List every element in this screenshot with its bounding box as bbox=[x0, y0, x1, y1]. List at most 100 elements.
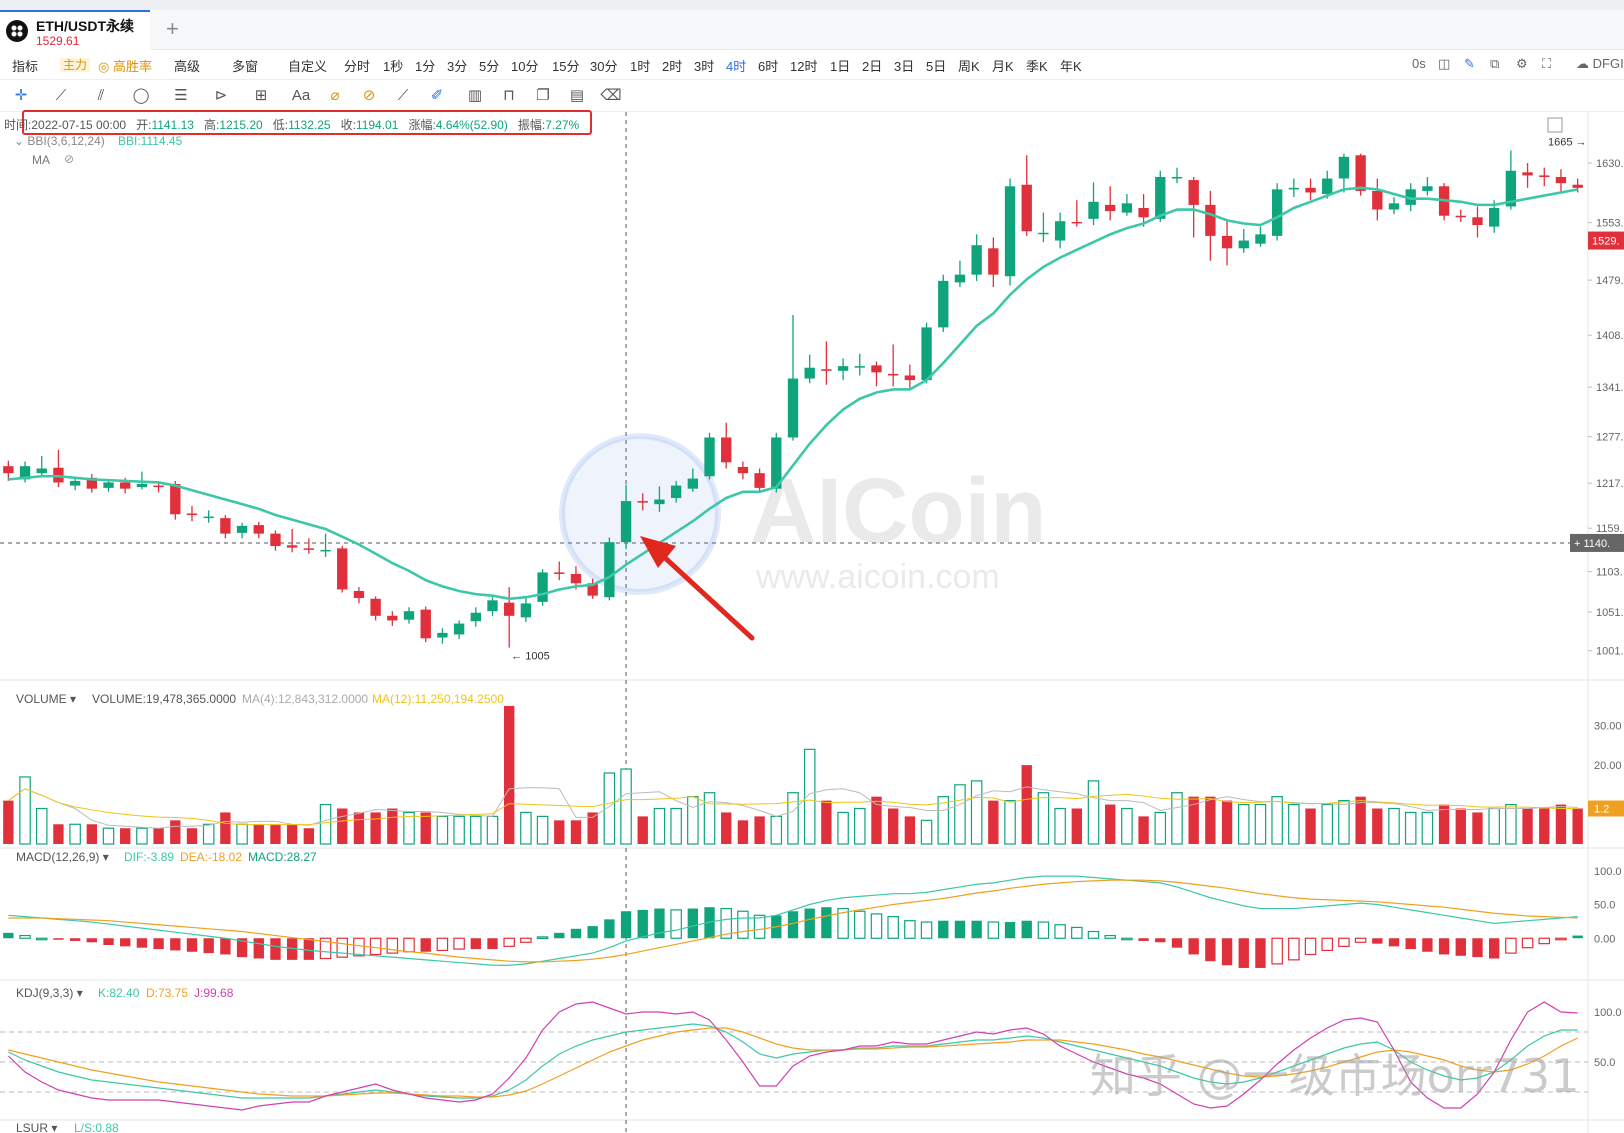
volume-bar-71 bbox=[1188, 796, 1199, 844]
eye-hidden-icon[interactable]: ⊘ bbox=[64, 152, 75, 166]
macd-hist-40 bbox=[670, 909, 682, 939]
macd-label[interactable]: MACD(12,26,9) ▾ bbox=[16, 850, 109, 864]
toolbar-item-14[interactable]: 3时 bbox=[694, 59, 715, 74]
toolbar-item-6[interactable]: 1分 bbox=[415, 59, 436, 74]
volume-bar-92 bbox=[1539, 808, 1550, 844]
toolbar-item-3[interactable]: 自定义 bbox=[288, 59, 328, 74]
volume-bar-31 bbox=[520, 811, 532, 845]
volume-bar-33 bbox=[554, 820, 565, 844]
volume-bar-18 bbox=[303, 828, 315, 844]
toolbar-item-4[interactable]: 分时 bbox=[344, 59, 371, 74]
ma-label[interactable]: MA bbox=[32, 153, 50, 167]
pencil-icon[interactable]: ✎ bbox=[1464, 56, 1475, 71]
volume-bar-29 bbox=[486, 815, 499, 845]
macd-hist-59 bbox=[987, 921, 1000, 939]
draw-mode-icon[interactable]: ✐ bbox=[430, 87, 444, 104]
macd-dif: DIF:-3.89 bbox=[124, 850, 175, 864]
toolbar-item-11[interactable]: 30分 bbox=[590, 59, 618, 74]
text-tool-icon[interactable]: Aa bbox=[291, 87, 311, 104]
toolbar-item-9[interactable]: 10分 bbox=[511, 59, 539, 74]
candle-body-83 bbox=[1388, 203, 1400, 210]
candle-body-37 bbox=[620, 501, 632, 543]
toolbar-item-19[interactable]: 2日 bbox=[862, 59, 883, 74]
toolbar-item-24[interactable]: 季K bbox=[1026, 59, 1048, 74]
list-icon[interactable]: ▤ bbox=[569, 87, 585, 104]
candle-body-23 bbox=[387, 615, 398, 621]
volume-bar-32 bbox=[536, 815, 549, 845]
badge-main[interactable]: 主力 bbox=[58, 56, 91, 73]
bbi-indicator-label[interactable]: ⌄ BBI(3,6,12,24) bbox=[14, 134, 105, 148]
candle-body-35 bbox=[587, 583, 598, 596]
macd-hist-69 bbox=[1155, 938, 1166, 943]
toolbar-item-15[interactable]: 4时 bbox=[726, 59, 747, 74]
pattern-tool-icon[interactable]: ⊳ bbox=[214, 87, 228, 104]
measure-tool-icon[interactable]: ⊞ bbox=[254, 87, 268, 104]
line-tool-icon[interactable]: ⟋ bbox=[55, 87, 67, 104]
cloud-user[interactable]: ☁ DFGI bbox=[1576, 56, 1624, 71]
macd-hist-63 bbox=[1054, 924, 1066, 939]
toolbar-item-0[interactable]: 指标 bbox=[12, 59, 39, 74]
countdown: 0s bbox=[1412, 56, 1426, 71]
gear-icon[interactable]: ⚙ bbox=[1516, 56, 1528, 71]
strong-magnet-icon[interactable]: ⊘ bbox=[362, 87, 376, 104]
annotation-arrow-shaft bbox=[647, 541, 755, 641]
popout-icon[interactable]: ⧉ bbox=[1490, 56, 1500, 71]
volume-ma12-line bbox=[8, 788, 1578, 826]
toolbar-item-10[interactable]: 15分 bbox=[552, 59, 580, 74]
lock-icon[interactable]: ⊓ bbox=[503, 87, 515, 104]
toolbar-item-13[interactable]: 2时 bbox=[662, 59, 683, 74]
volume-label[interactable]: VOLUME ▾ bbox=[16, 692, 77, 706]
win-rate-button[interactable]: ◎ 高胜率 bbox=[98, 59, 152, 74]
chart-canvas[interactable]: 1630. 1553. 1479. 1408. 1341. 1277. 1217. 1159.… bbox=[0, 112, 1624, 1133]
fib-tool-icon[interactable]: ☰ bbox=[174, 87, 188, 104]
volume-bar-15 bbox=[253, 824, 264, 844]
lsur-label[interactable]: LSUR ▾ bbox=[16, 1121, 58, 1133]
toolbar-item-7[interactable]: 3分 bbox=[447, 59, 468, 74]
macd-hist-72 bbox=[1205, 938, 1216, 962]
candle-body-26 bbox=[437, 632, 448, 638]
candle-body-80 bbox=[1338, 156, 1350, 179]
magnet-icon[interactable]: ⌀ bbox=[330, 87, 340, 104]
toolbar-item-16[interactable]: 6时 bbox=[758, 59, 779, 74]
fullscreen-icon[interactable]: ⛶ bbox=[1542, 56, 1552, 71]
toolbar-item-25[interactable]: 年K bbox=[1060, 59, 1082, 74]
toolbar-item-18[interactable]: 1日 bbox=[830, 59, 851, 74]
volume-last-tag: 1.2 bbox=[1594, 804, 1609, 816]
candle-body-48 bbox=[804, 367, 815, 379]
candle-body-25 bbox=[420, 609, 431, 639]
ellipse-tool-icon[interactable]: ◯ bbox=[132, 87, 150, 104]
macd-hist-47 bbox=[787, 911, 799, 939]
candles-icon[interactable]: ▥ bbox=[467, 87, 483, 104]
toolbar-item-1[interactable]: 高级 bbox=[174, 59, 201, 74]
toolbar-item-12[interactable]: 1时 bbox=[630, 59, 651, 74]
kdj-label[interactable]: KDJ(9,3,3) ▾ bbox=[16, 986, 83, 1000]
parallel-tool-icon[interactable]: ⫽ bbox=[97, 87, 105, 104]
volume-bar-84 bbox=[1404, 811, 1417, 845]
toolbar-item-20[interactable]: 3日 bbox=[894, 59, 915, 74]
macd-hist-73 bbox=[1221, 938, 1233, 966]
toolbar-item-5[interactable]: 1秒 bbox=[383, 59, 404, 74]
volume-bar-42 bbox=[703, 792, 716, 845]
macd-hist-93 bbox=[1555, 937, 1567, 941]
toolbar-item-21[interactable]: 5日 bbox=[926, 59, 947, 74]
camera-icon[interactable]: ◫ bbox=[1438, 56, 1451, 71]
trash-icon[interactable]: ⌫ bbox=[600, 87, 622, 104]
toolbar-item-23[interactable]: 月K bbox=[992, 59, 1014, 74]
candle-body-73 bbox=[1221, 235, 1233, 249]
tab-eth-usdt[interactable]: ETH/USDT永续 1529.61 bbox=[0, 10, 150, 50]
toolbar-item-17[interactable]: 12时 bbox=[790, 59, 818, 74]
info-high: 1215.20 bbox=[219, 118, 263, 132]
macd-hist-67 bbox=[1121, 937, 1133, 941]
copy-icon[interactable]: ❐ bbox=[536, 87, 550, 104]
add-tab-button[interactable]: + bbox=[166, 16, 179, 41]
toolbar-item-8[interactable]: 5分 bbox=[479, 59, 500, 74]
toolbar-item-22[interactable]: 周K bbox=[958, 59, 980, 74]
crosshair-tool-icon[interactable]: ✛ bbox=[14, 87, 28, 104]
candle-body-67 bbox=[1121, 203, 1133, 213]
candle-body-56 bbox=[938, 280, 949, 328]
ruler-icon[interactable]: ⟋ bbox=[397, 87, 409, 104]
volume-bar-56 bbox=[937, 796, 950, 845]
volume-bar-58 bbox=[970, 780, 983, 845]
toolbar-item-2[interactable]: 多窗 bbox=[232, 59, 259, 74]
volume-bar-4 bbox=[69, 823, 81, 845]
